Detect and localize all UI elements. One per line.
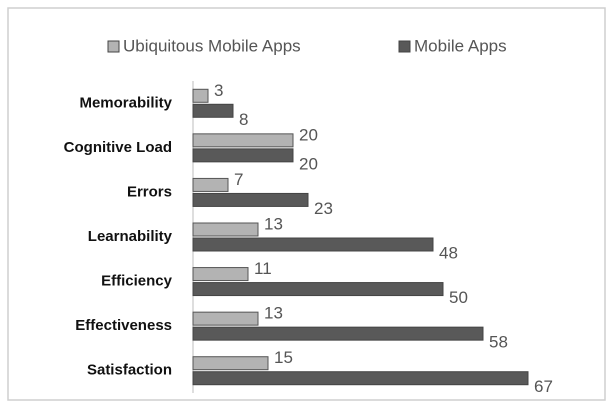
value-label: 13 xyxy=(264,214,283,233)
category-label: Satisfaction xyxy=(87,362,172,379)
value-label: 15 xyxy=(274,348,293,367)
legend-label: Mobile Apps xyxy=(414,36,507,55)
bar xyxy=(192,267,249,282)
bar xyxy=(192,88,209,103)
value-label: 8 xyxy=(239,110,248,129)
category-label: Errors xyxy=(127,183,172,200)
value-label: 7 xyxy=(234,170,243,189)
bar xyxy=(192,148,294,163)
value-label: 11 xyxy=(254,259,272,278)
value-label: 3 xyxy=(214,81,223,100)
bar xyxy=(192,311,259,326)
bar xyxy=(192,326,484,341)
bar xyxy=(192,192,309,207)
category-label: Memorability xyxy=(79,94,172,111)
value-label: 20 xyxy=(299,154,318,173)
bar xyxy=(192,282,444,297)
value-label: 23 xyxy=(314,199,333,218)
value-label: 20 xyxy=(299,125,318,144)
bar xyxy=(192,177,229,192)
value-label: 67 xyxy=(534,377,553,396)
legend-swatch xyxy=(107,40,120,53)
legend-label: Ubiquitous Mobile Apps xyxy=(123,36,301,55)
bar xyxy=(192,356,269,371)
bar xyxy=(192,371,529,386)
value-label: 50 xyxy=(449,288,468,307)
category-label: Effectiveness xyxy=(75,317,172,334)
value-label: 58 xyxy=(489,333,508,352)
category-label: Efficiency xyxy=(101,273,173,290)
value-label: 48 xyxy=(439,243,458,262)
category-label: Learnability xyxy=(88,228,173,245)
category-label: Cognitive Load xyxy=(64,139,172,156)
bar xyxy=(192,222,259,237)
bar xyxy=(192,133,294,148)
legend-swatch xyxy=(398,40,411,53)
value-label: 13 xyxy=(264,304,283,323)
bar xyxy=(192,237,434,252)
bar xyxy=(192,103,234,118)
